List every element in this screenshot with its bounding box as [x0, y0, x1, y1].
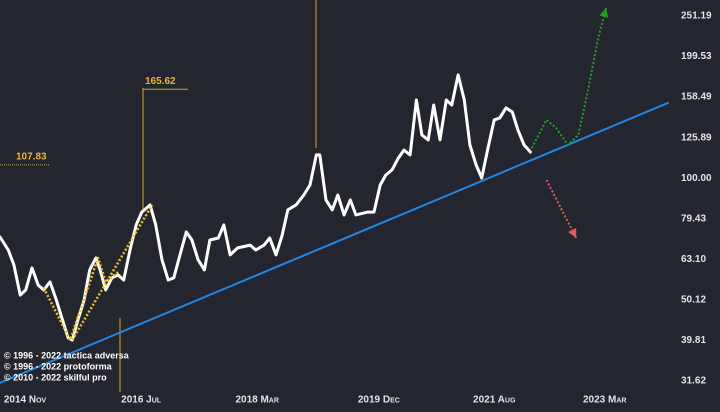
price-line: [0, 101, 669, 384]
y-tick-label: 39.81: [681, 335, 706, 346]
y-tick-label: 63.10: [681, 254, 706, 265]
y-tick-label: 158.49: [681, 92, 712, 103]
level-label: 165.62: [145, 76, 176, 87]
copyright: © 1996 - 2022 protoforma: [4, 361, 113, 371]
y-tick-label: 100.00: [681, 173, 712, 184]
dotted-line: [530, 7, 608, 149]
copyright: © 1996 - 2022 tactica adversa: [4, 350, 130, 360]
y-tick-label: 50.12: [681, 294, 706, 305]
arrow-head: [599, 7, 609, 18]
arrow-head: [568, 227, 577, 239]
dotted-line: [545, 179, 578, 239]
y-tick-label: 125.89: [681, 132, 712, 143]
x-tick-label: 2019 Dec: [358, 395, 400, 406]
y-tick-label: 199.53: [681, 51, 712, 62]
x-tick-label: 2016 Jul: [121, 395, 162, 406]
y-tick-label: 79.43: [681, 213, 706, 224]
y-tick-label: 31.62: [681, 376, 706, 387]
x-tick-label: 2018 Mar: [235, 395, 278, 406]
x-tick-label: 2021 Aug: [473, 395, 516, 406]
x-tick-label: 2014 Nov: [4, 395, 47, 406]
dotted-line: [42, 256, 119, 342]
level-label: 107.83: [16, 152, 47, 163]
x-tick-label: 2023 Mar: [583, 395, 626, 406]
copyright: © 2010 - 2022 skilful pro: [4, 372, 107, 382]
y-tick-label: 251.19: [681, 11, 712, 22]
